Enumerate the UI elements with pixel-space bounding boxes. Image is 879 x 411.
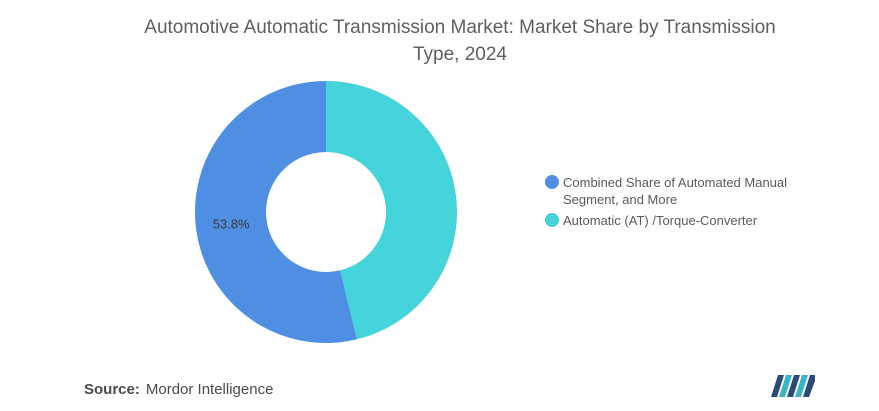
legend-item-torque-converter[interactable]: Automatic (AT) /Torque-Converter [545,212,835,229]
chart-title: Automotive Automatic Transmission Market… [144,17,776,65]
source-label: Source: [84,381,140,398]
legend-label-torque-converter: Automatic (AT) /Torque-Converter [563,213,758,228]
legend-swatch-automated-manual [545,175,559,189]
source-text: Mordor Intelligence [145,381,274,398]
legend-swatch-torque-converter [545,213,559,227]
data-label-automated-manual: 53.8% [213,216,250,231]
legend-item-automated-manual[interactable]: Combined Share of Automated Manual Segme… [545,174,835,208]
slice-automated-manual[interactable] [194,81,357,344]
legend: Combined Share of Automated Manual Segme… [545,174,835,233]
source-note: Source: Mordor Intelligence [84,381,273,398]
mordor-intelligence-logo [771,375,815,397]
legend-label-automated-manual: Combined Share of Automated Manual Segme… [563,175,788,207]
slice-torque-converter[interactable] [326,81,457,340]
